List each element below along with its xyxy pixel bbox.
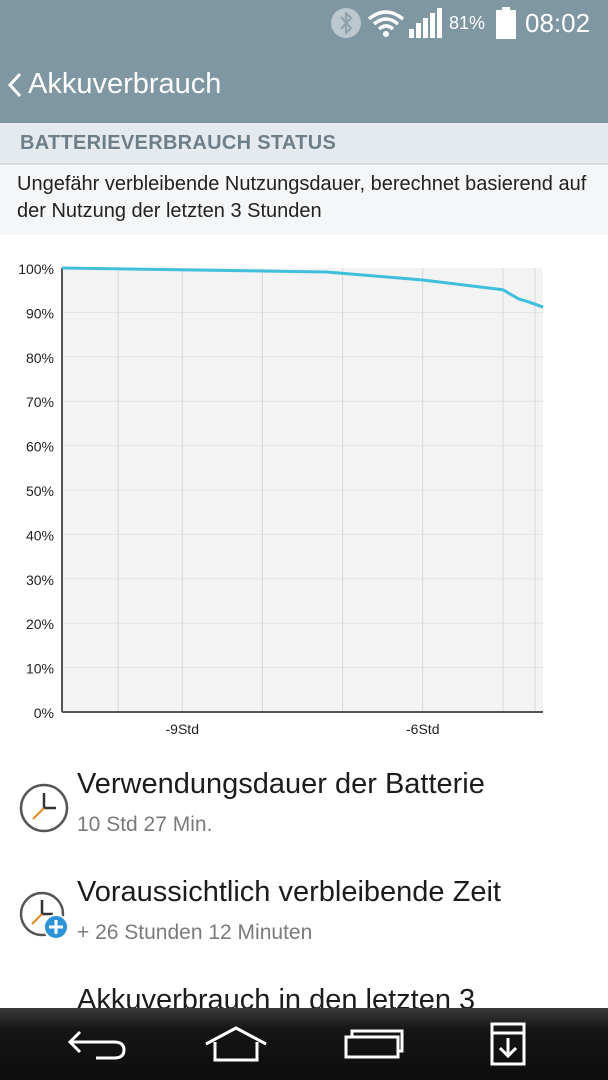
nav-back-button[interactable] xyxy=(38,1008,158,1080)
clock-add-icon xyxy=(19,891,69,940)
status-bar: 81% 08:02 xyxy=(0,0,608,46)
section-header: BATTERIEVERBRAUCH STATUS xyxy=(0,123,608,165)
y-tick-label: 100% xyxy=(18,261,54,277)
back-icon xyxy=(67,1030,126,1060)
y-tick-label: 90% xyxy=(26,305,54,321)
y-tick-label: 20% xyxy=(26,616,54,632)
list-item-remaining-time[interactable]: Voraussichtlich verbleibende Zeit + 26 S… xyxy=(0,864,608,972)
list-item-subtitle: 10 Std 27 Min. xyxy=(77,813,213,836)
signal-icon xyxy=(408,0,444,46)
battery-percent: 81% xyxy=(449,12,486,33)
clock-icon xyxy=(19,783,69,833)
list-item-subtitle: + 26 Stunden 12 Minuten xyxy=(77,921,313,944)
list-item-title: Voraussichtlich verbleibende Zeit xyxy=(77,876,501,908)
back-button[interactable]: Akkuverbrauch xyxy=(0,46,260,123)
navigation-bar xyxy=(0,1008,608,1080)
battery-level-line xyxy=(61,266,544,309)
y-tick-label: 40% xyxy=(26,527,54,543)
y-tick-label: 10% xyxy=(26,661,54,677)
list-item-title: Verwendungsdauer der Batterie xyxy=(77,768,485,800)
y-tick-label: 80% xyxy=(26,350,54,366)
page-title: Akkuverbrauch xyxy=(28,68,222,100)
action-bar: Akkuverbrauch xyxy=(0,46,608,123)
y-tick-label: 70% xyxy=(26,394,54,410)
section-title: BATTERIEVERBRAUCH STATUS xyxy=(20,131,337,154)
download-icon xyxy=(490,1022,526,1066)
y-tick-label: 60% xyxy=(26,439,54,455)
recent-apps-icon xyxy=(344,1029,404,1059)
description-text: Ungefähr verbleibende Nutzungsdauer, ber… xyxy=(17,173,587,222)
chevron-left-icon xyxy=(7,72,22,97)
y-tick-label: 50% xyxy=(26,483,54,499)
x-tick-label: -6Std xyxy=(406,721,439,737)
clock-time: 08:02 xyxy=(525,7,591,38)
battery-icon xyxy=(495,0,517,46)
wifi-icon xyxy=(367,0,405,46)
nav-home-button[interactable] xyxy=(176,1008,296,1080)
y-tick-label: 0% xyxy=(34,705,54,721)
section-description: Ungefähr verbleibende Nutzungsdauer, ber… xyxy=(0,165,608,235)
bluetooth-icon xyxy=(330,0,362,46)
nav-download-button[interactable] xyxy=(448,1008,568,1080)
nav-recent-apps-button[interactable] xyxy=(313,1008,433,1080)
x-tick-label: -9Std xyxy=(166,721,199,737)
list-item-battery-usage-time[interactable]: Verwendungsdauer der Batterie 10 Std 27 … xyxy=(0,756,608,864)
home-icon xyxy=(205,1026,267,1062)
battery-chart: 100% 90% 80% 70% 60% 50% 40% 30% 20% 10% 0% -9Std -6… xyxy=(18,261,544,737)
y-tick-label: 30% xyxy=(26,572,54,588)
